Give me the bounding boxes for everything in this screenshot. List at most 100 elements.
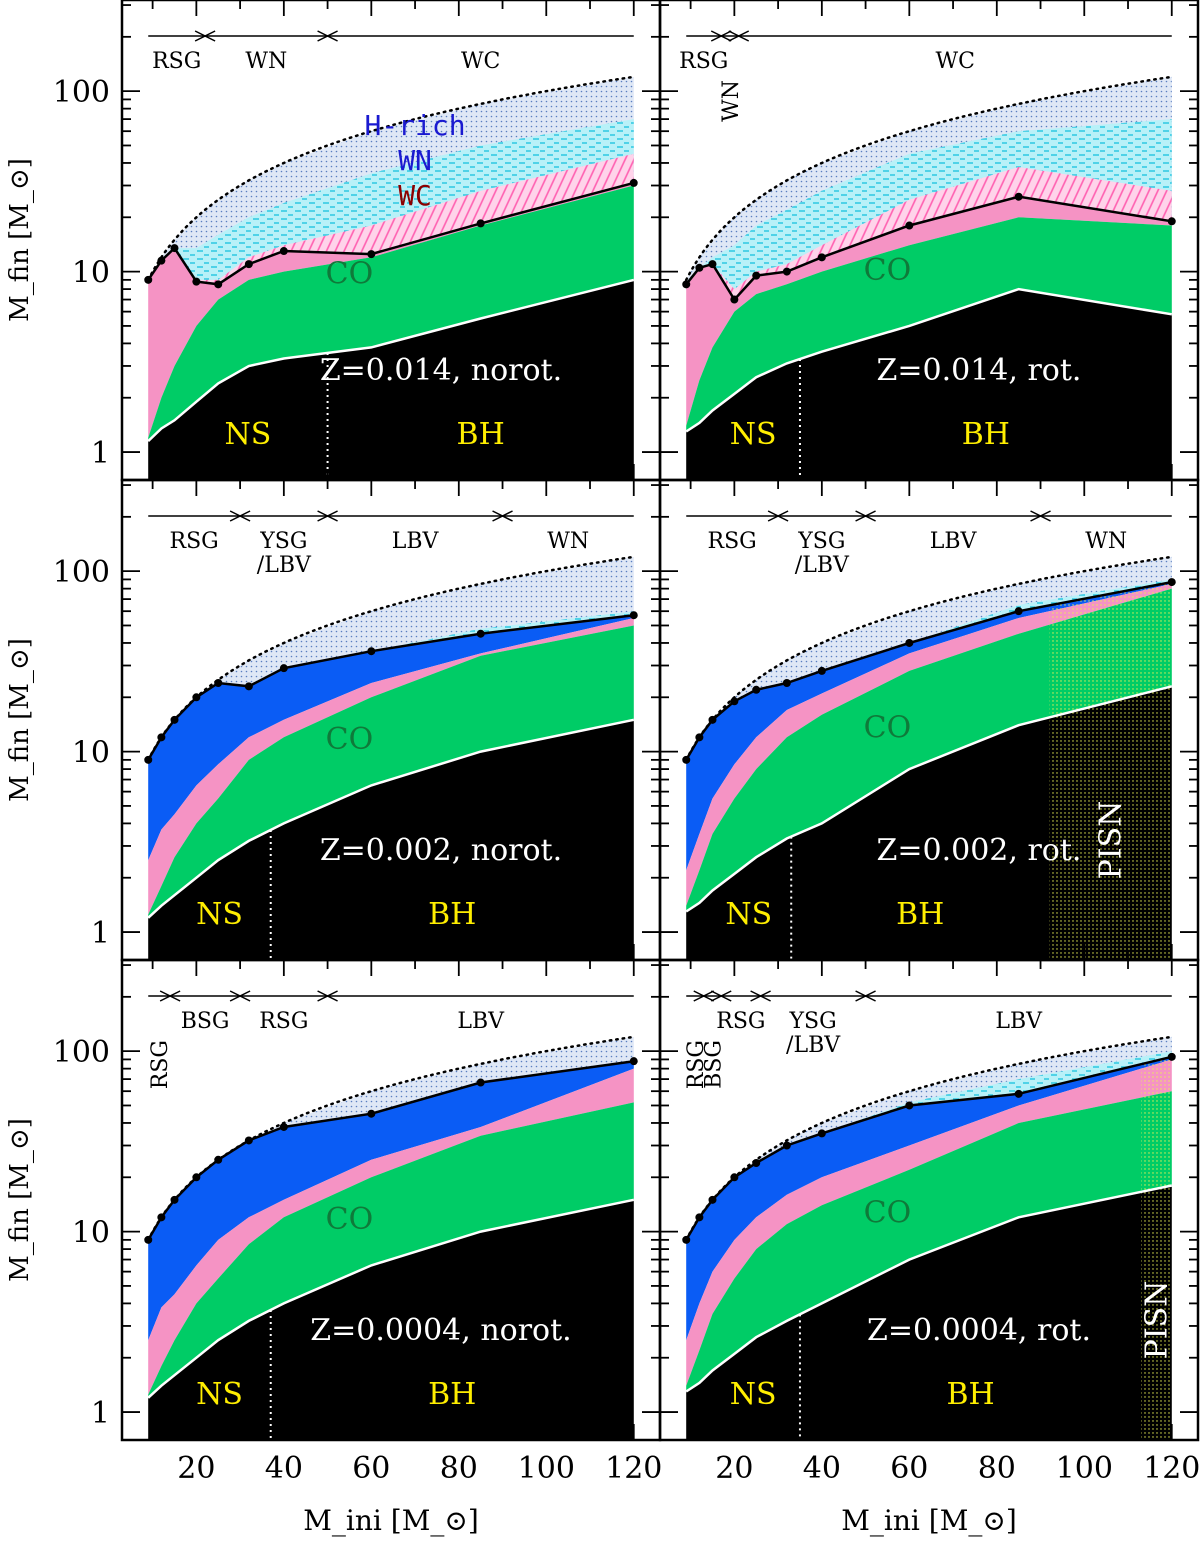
final-mass-point — [157, 733, 166, 742]
final-mass-point — [629, 611, 638, 620]
phase-label: WN — [245, 49, 287, 74]
final-mass-point — [782, 678, 791, 687]
panel-title: Z=0.002, norot. — [320, 833, 562, 868]
final-mass-point — [279, 664, 288, 673]
x-axis-label: M_ini [M_⊙] — [841, 1504, 1017, 1537]
phase-label: RSG — [259, 1009, 308, 1034]
phase-label: WN — [1085, 529, 1127, 554]
final-mass-point — [192, 1173, 201, 1182]
phase-label: LBV — [392, 529, 440, 554]
phase-label-line2: /LBV — [257, 553, 312, 578]
final-mass-point — [752, 685, 761, 694]
phase-label: RSG — [152, 49, 201, 74]
phase-label: LBV — [457, 1009, 505, 1034]
phase-label: RSG — [716, 1009, 765, 1034]
final-mass-line — [147, 613, 634, 761]
co-label: CO — [864, 253, 912, 288]
final-mass-point — [1014, 607, 1023, 616]
co-label: CO — [326, 722, 374, 757]
panel-title: Z=0.0004, norot. — [310, 1313, 571, 1348]
he-layer-area — [148, 1068, 634, 1395]
phase-label: RSG — [148, 1040, 173, 1089]
final-mass-point — [752, 271, 761, 280]
final-mass-point — [782, 267, 791, 276]
panel-title: Z=0.014, rot. — [877, 353, 1082, 388]
final-mass-point — [905, 221, 914, 230]
final-mass-point — [244, 260, 253, 269]
chart-panel-3: 1 10 100 RSG YSG/LBV LBV WN NS BH CO Z=0.002, noro… — [53, 478, 662, 962]
final-mass-point — [782, 1141, 791, 1150]
remnant-line — [147, 278, 635, 443]
final-mass-point — [157, 256, 166, 265]
co-label: CO — [864, 711, 912, 746]
y-tick-label: 10 — [72, 736, 110, 771]
co-label: CO — [864, 1196, 912, 1231]
final-mass-point — [367, 1109, 376, 1118]
initial-mass-line — [146, 555, 636, 762]
composition-legend-wc: WC — [398, 179, 432, 212]
x-tick-label: 100 — [518, 1451, 575, 1486]
final-mass-point — [1167, 578, 1176, 587]
remnant-line — [685, 1184, 1173, 1393]
co-core-area — [148, 625, 634, 918]
h-envelope-area — [148, 1061, 634, 1341]
final-mass-point — [476, 629, 485, 638]
final-mass-point — [279, 1122, 288, 1131]
bh-label: BH — [946, 1377, 994, 1412]
ns-label: NS — [196, 1377, 243, 1412]
phase-label: RSG — [170, 529, 219, 554]
phase-label: RSG — [679, 49, 728, 74]
final-mass-point — [367, 647, 376, 656]
ns-label: NS — [225, 417, 272, 452]
final-mass-point — [144, 1235, 153, 1244]
phase-label-line2: /LBV — [795, 553, 850, 578]
final-mass-line — [147, 1059, 634, 1241]
remnant-line — [147, 1198, 635, 1399]
final-mass-line — [147, 181, 635, 286]
y-tick-label: 10 — [72, 1216, 110, 1251]
ns-label: NS — [730, 417, 777, 452]
final-mass-point — [629, 1057, 638, 1066]
final-mass-point — [1167, 217, 1176, 226]
x-tick-label: 60 — [352, 1451, 390, 1486]
bh-label: BH — [428, 897, 476, 932]
y-tick-label: 100 — [53, 555, 110, 590]
final-mass-point — [682, 1235, 691, 1244]
phase-label: BSG — [701, 1040, 726, 1089]
phase-label: WC — [461, 49, 500, 74]
initial-mass-line — [146, 1035, 636, 1242]
final-mass-point — [817, 1129, 826, 1138]
h-envelope-area — [686, 1056, 1172, 1341]
co-label: CO — [326, 256, 374, 291]
final-mass-point — [476, 219, 485, 228]
remnant-line — [147, 718, 635, 919]
final-mass-point — [708, 1195, 717, 1204]
x-tick-label: 120 — [605, 1451, 662, 1486]
final-mass-point — [1014, 192, 1023, 201]
co-core-area — [686, 1091, 1172, 1392]
y-tick-label: 1 — [91, 916, 110, 951]
final-mass-point — [629, 178, 638, 187]
bh-label: BH — [962, 417, 1010, 452]
final-mass-point — [695, 1213, 704, 1222]
final-mass-point — [730, 697, 739, 706]
phase-label: WN — [719, 80, 744, 122]
phase-label: WN — [547, 529, 589, 554]
chart-panel-4: RSG YSG/LBV LBV WN NS BH CO Z=0.002, rot. PISN — [658, 478, 1200, 962]
pisn-label: PISN — [1139, 1281, 1174, 1360]
final-mass-point — [244, 1136, 253, 1145]
h-envelope-area — [686, 582, 1172, 871]
final-mass-point — [367, 250, 376, 259]
composition-legend-h-rich: H-rich — [364, 109, 465, 142]
pisn-area — [1141, 1056, 1172, 1440]
panel-title: Z=0.0004, rot. — [867, 1313, 1091, 1348]
final-mass-point — [214, 280, 223, 289]
remnant-area — [148, 1199, 634, 1440]
final-mass-point — [695, 263, 704, 272]
ejecta-wc-area — [148, 153, 634, 285]
remnant-area — [148, 279, 634, 480]
ejecta-wn-area — [148, 119, 634, 285]
initial-mass-line — [684, 75, 1174, 282]
final-mass-point — [144, 275, 153, 284]
final-mass-point — [157, 1213, 166, 1222]
